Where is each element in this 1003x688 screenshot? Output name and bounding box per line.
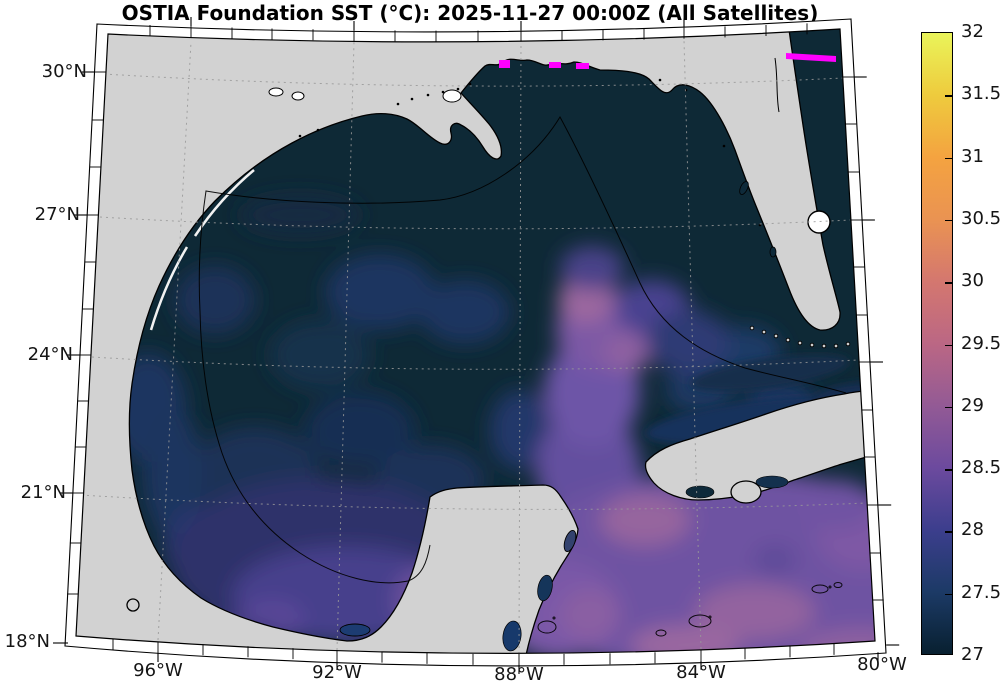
magenta-segment-atlantic bbox=[786, 53, 836, 62]
colorbar-tick-label: 30.5 bbox=[961, 208, 1002, 229]
isla-de-la-juventud bbox=[730, 480, 762, 504]
graticule bbox=[80, 39, 868, 654]
lon-tick-label: 80°W bbox=[857, 654, 907, 675]
lon-tick-label: 92°W bbox=[312, 662, 362, 683]
cuba-coastline bbox=[644, 389, 875, 501]
coastal-lake bbox=[268, 87, 284, 97]
coastal-lake bbox=[291, 91, 305, 101]
florida-keys bbox=[749, 325, 851, 349]
st-johns-river bbox=[774, 57, 780, 113]
colorbar-tick bbox=[945, 469, 952, 471]
laguna-de-terminos bbox=[339, 623, 371, 637]
gulf-of-batabano bbox=[685, 485, 715, 499]
colorbar-tick-label: 28.5 bbox=[961, 457, 1002, 478]
ascension-bay bbox=[537, 574, 553, 602]
colorbar-tick-label: 31.5 bbox=[961, 83, 1002, 104]
colorbar-tick-label: 29.5 bbox=[961, 333, 1002, 354]
frame-tick-crossbars bbox=[67, 23, 884, 665]
colorbar-tick-label: 28 bbox=[961, 519, 984, 540]
lon-tick-label: 88°W bbox=[494, 664, 544, 685]
cozumel-island bbox=[563, 529, 577, 553]
lake-pontchartrain bbox=[442, 89, 462, 103]
lat-tick-label: 27°N bbox=[34, 204, 80, 225]
coastal-islets bbox=[298, 78, 762, 227]
colorbar bbox=[921, 32, 953, 655]
colorbar-tick bbox=[945, 219, 952, 222]
lon-tick-label: 84°W bbox=[676, 662, 726, 683]
figure-title: OSTIA Foundation SST (°C): 2025-11-27 00… bbox=[121, 1, 819, 25]
chetumal-bay bbox=[502, 620, 522, 652]
magenta-patch-mobile-bay bbox=[499, 60, 510, 68]
axis-major-ticks bbox=[53, 17, 900, 674]
lon-tick-label: 96°W bbox=[133, 660, 183, 681]
colorbar-tick-label: 27 bbox=[961, 644, 984, 665]
magenta-patch-choctawhatchee-bay bbox=[576, 63, 589, 69]
map-frame-inner bbox=[75, 28, 876, 654]
anomaly-marks bbox=[499, 53, 836, 69]
lat-tick-label: 30°N bbox=[41, 61, 87, 82]
cuba-south-bay bbox=[755, 475, 789, 489]
coastal-details bbox=[149, 57, 851, 652]
texas-barrier-lagoon bbox=[149, 246, 189, 331]
colorbar-tick bbox=[945, 282, 952, 284]
lat-tick-label: 21°N bbox=[20, 482, 66, 503]
lat-tick-label: 18°N bbox=[4, 631, 50, 652]
colorbar-tick bbox=[945, 344, 952, 346]
magenta-patch-pensacola-bay bbox=[549, 62, 561, 68]
colorbar-tick bbox=[945, 406, 952, 409]
colorbar-tick-label: 30 bbox=[961, 270, 984, 291]
colorbar-tick bbox=[945, 593, 952, 596]
texas-barrier-lagoon bbox=[193, 169, 255, 237]
colorbar-tick bbox=[945, 95, 952, 97]
charlotte-harbor bbox=[769, 246, 777, 258]
contour-lines bbox=[198, 115, 847, 637]
colorbar-tick bbox=[945, 157, 952, 160]
colorbar-gradient bbox=[922, 33, 952, 654]
small-island bbox=[126, 598, 140, 612]
map-interior bbox=[76, 29, 875, 654]
land-masses bbox=[76, 29, 875, 654]
lat-tick-label: 24°N bbox=[27, 344, 73, 365]
lake-okeechobee bbox=[807, 210, 831, 234]
tampa-bay bbox=[739, 181, 749, 195]
colorbar-tick-label: 27.5 bbox=[961, 582, 1002, 603]
colorbar-tick-label: 31 bbox=[961, 146, 984, 167]
colorbar-tick bbox=[945, 531, 952, 533]
colorbar-tick-label: 32 bbox=[961, 21, 984, 42]
colorbar-tick-label: 29 bbox=[961, 395, 984, 416]
